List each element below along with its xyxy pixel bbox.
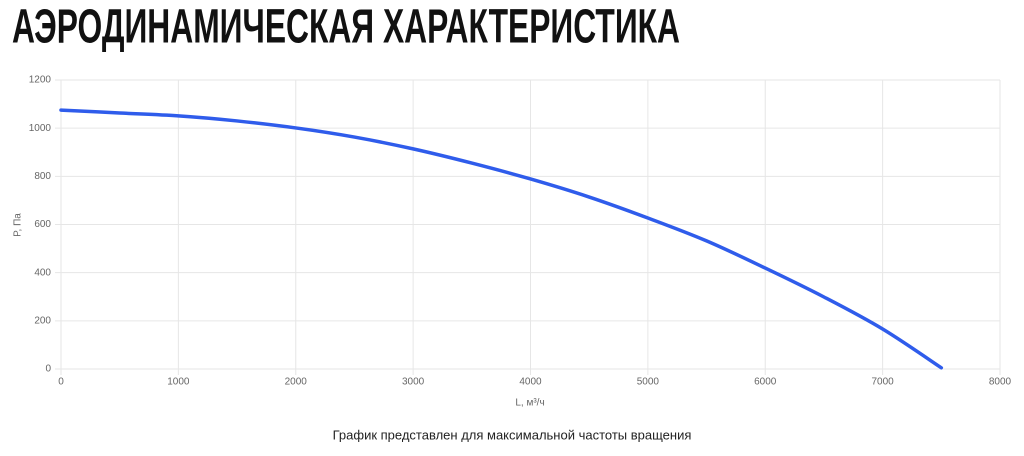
x-tick-label: 2000	[285, 377, 308, 388]
x-tick-label: 5000	[637, 377, 660, 388]
y-tick-label: 0	[45, 364, 51, 375]
y-tick-label: 400	[34, 267, 51, 278]
x-tick-label: 8000	[989, 377, 1012, 388]
x-tick-label: 4000	[519, 377, 542, 388]
x-tick-label: 0	[58, 377, 64, 388]
y-tick-label: 800	[34, 171, 51, 182]
y-axis-label: P, Па	[13, 213, 24, 237]
y-tick-label: 1200	[29, 75, 52, 86]
x-tick-label: 7000	[872, 377, 895, 388]
x-tick-label: 6000	[754, 377, 777, 388]
y-tick-label: 1000	[29, 123, 52, 134]
y-tick-label: 200	[34, 315, 51, 326]
y-tick-label: 600	[34, 219, 51, 230]
x-tick-label: 3000	[402, 377, 425, 388]
curve	[59, 108, 944, 370]
chart-title: АЭРОДИНАМИЧЕСКАЯ ХАРАКТЕРИСТИКА	[12, 1, 680, 54]
x-tick-label: 1000	[167, 377, 190, 388]
caption: График представлен для максимальной част…	[333, 427, 692, 442]
x-axis-label: L, м³/ч	[515, 398, 544, 409]
